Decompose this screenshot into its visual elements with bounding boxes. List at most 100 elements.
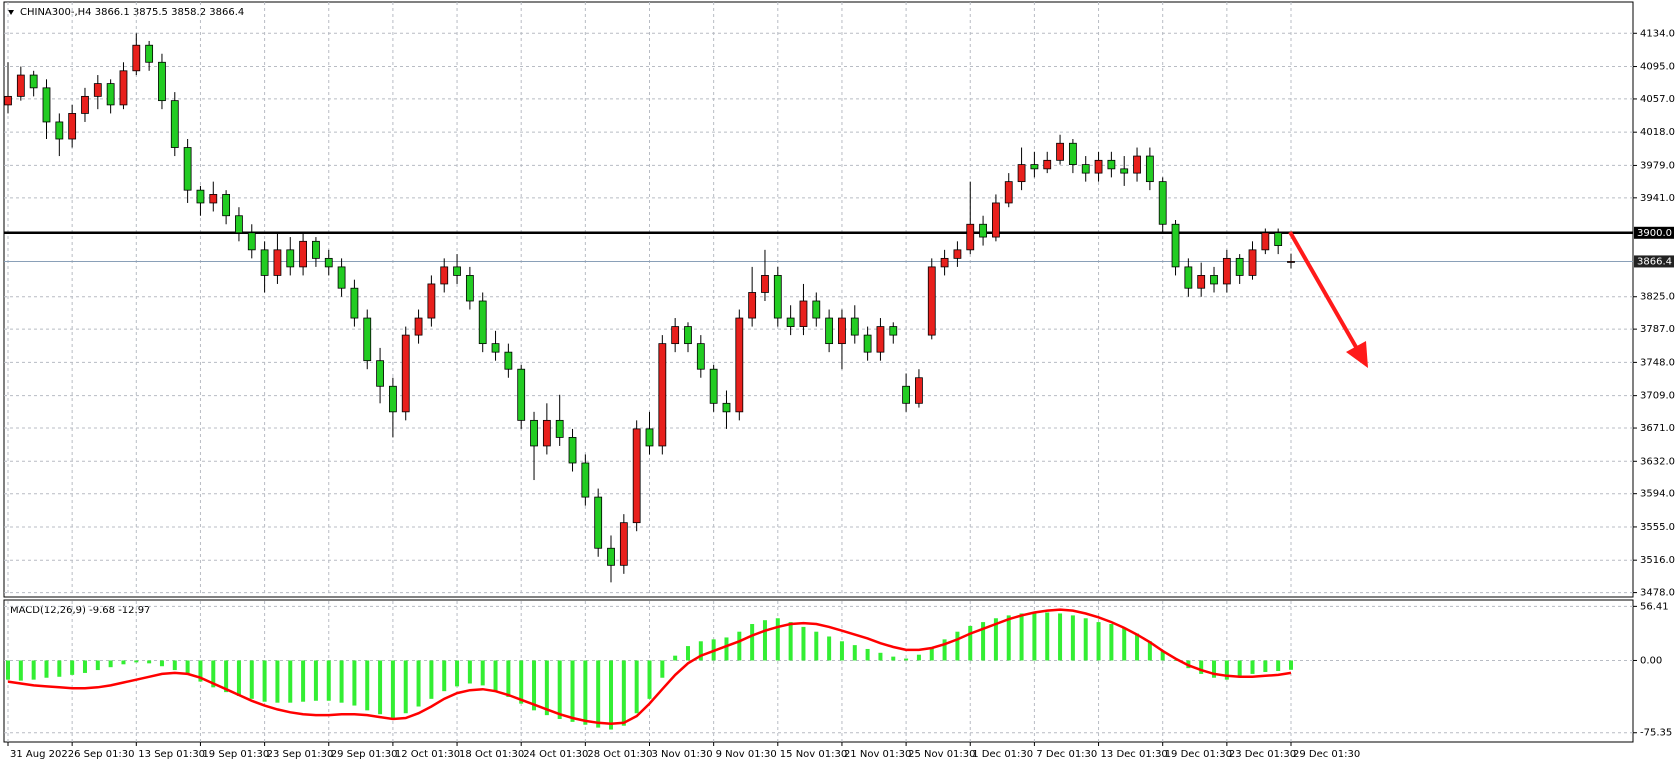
macd-bar xyxy=(390,660,395,719)
candle-body xyxy=(542,419,551,447)
ohlc-low: 3858.2 xyxy=(171,7,206,18)
candle-body xyxy=(1287,261,1295,263)
candle-body xyxy=(889,326,898,336)
macd-last: -9.68 xyxy=(89,605,115,616)
candle-body xyxy=(927,266,936,336)
candle-body xyxy=(1043,159,1052,170)
candle-body xyxy=(812,300,821,319)
x-tick-label: 29 Dec 01:30 xyxy=(1293,749,1360,760)
macd-bar xyxy=(1250,660,1255,674)
candle-body xyxy=(196,189,205,204)
macd-bar xyxy=(955,631,960,661)
macd-bar xyxy=(1058,613,1063,661)
macd-bar xyxy=(442,660,447,692)
candle-body xyxy=(42,87,51,123)
macd-bar xyxy=(31,660,36,680)
signal-last: -12.97 xyxy=(118,605,150,616)
menu-triangle xyxy=(8,10,14,15)
arrow-shaft xyxy=(1288,231,1362,355)
x-tick-label: 9 Nov 01:30 xyxy=(716,749,777,760)
candle-body xyxy=(735,317,744,413)
macd-bar xyxy=(18,660,23,681)
macd-bar xyxy=(1147,641,1152,661)
macd-bar xyxy=(147,660,152,664)
macd-bar xyxy=(506,660,511,697)
candle-body xyxy=(350,287,359,319)
macd-bar xyxy=(609,660,614,730)
candle-body xyxy=(376,360,384,387)
candle-body xyxy=(1171,223,1180,268)
ohlc-high: 3875.5 xyxy=(133,7,168,18)
macd-bar xyxy=(929,647,934,661)
macd-bar xyxy=(737,631,742,661)
candle-body xyxy=(1068,142,1077,165)
macd-bar xyxy=(493,660,498,692)
macd-bar xyxy=(827,636,832,661)
macd-bar xyxy=(1212,660,1217,678)
macd-bar xyxy=(698,641,703,661)
macd-bar xyxy=(249,660,254,699)
candle-body xyxy=(517,368,526,421)
candle-body xyxy=(93,83,102,97)
candle-body xyxy=(209,194,218,204)
macd-bar xyxy=(981,622,986,661)
y-tick-label: 3748.0 xyxy=(1640,357,1675,368)
macd-bar xyxy=(1276,660,1281,672)
macd-bar xyxy=(724,637,729,661)
candle-body xyxy=(555,419,564,438)
macd-bar xyxy=(159,660,164,667)
macd-bar xyxy=(839,641,844,661)
candle-body xyxy=(414,317,423,336)
y-tick-label: 3941.0 xyxy=(1640,193,1675,204)
candle-body xyxy=(632,428,641,524)
macd-bar xyxy=(1289,660,1293,670)
candle-body xyxy=(799,300,808,327)
y-tick-label: -75.35 xyxy=(1640,728,1672,739)
macd-bar xyxy=(1122,627,1127,661)
candle-body xyxy=(1261,232,1270,251)
macd-header: MACD(12,26,9) -9.68 -12.97 xyxy=(10,605,150,616)
candle-body xyxy=(1210,275,1218,285)
x-tick-label: 28 Oct 01:30 xyxy=(587,749,652,760)
candle-body xyxy=(1274,232,1283,246)
macd-bar xyxy=(480,660,485,686)
candle-body xyxy=(145,44,154,63)
y-tick-label: 3555.0 xyxy=(1640,522,1675,533)
macd-bar xyxy=(557,660,562,719)
candle-body xyxy=(530,419,538,447)
candle-body xyxy=(235,215,243,234)
macd-bar xyxy=(852,645,857,661)
x-tick-label: 18 Oct 01:30 xyxy=(459,749,524,760)
candle-body xyxy=(453,266,461,276)
candle-body xyxy=(645,428,654,447)
candle-body xyxy=(684,326,692,345)
symbol: CHINA300-,H4 xyxy=(20,7,92,18)
candle-body xyxy=(850,317,859,336)
macd-bar xyxy=(647,660,652,699)
macd-bar xyxy=(634,660,639,714)
candle-body xyxy=(247,232,256,251)
y-tick-label: 3594.0 xyxy=(1640,489,1675,500)
macd-bar xyxy=(1006,615,1011,661)
macd-bar xyxy=(275,660,280,703)
macd-bar xyxy=(44,660,49,678)
macd-bar xyxy=(660,660,665,678)
macd-bar xyxy=(750,624,755,661)
macd-panel xyxy=(3,599,1634,743)
macd-bar xyxy=(224,660,229,693)
candle-body xyxy=(722,402,731,413)
macd-bar xyxy=(365,660,370,711)
macd-bar xyxy=(801,626,806,661)
y-tick-label: 4018.0 xyxy=(1640,127,1675,138)
macd-bar xyxy=(172,660,177,671)
candle-body xyxy=(1197,275,1206,289)
arrow-head xyxy=(1346,341,1368,368)
macd-bar xyxy=(621,660,626,726)
macd-bar xyxy=(1199,660,1204,674)
candle-body xyxy=(1107,159,1116,170)
candle-body xyxy=(81,95,89,114)
x-tick-label: 19 Sep 01:30 xyxy=(202,749,269,760)
macd-name: MACD(12,26,9) xyxy=(10,605,86,616)
macd-bar xyxy=(775,618,780,661)
